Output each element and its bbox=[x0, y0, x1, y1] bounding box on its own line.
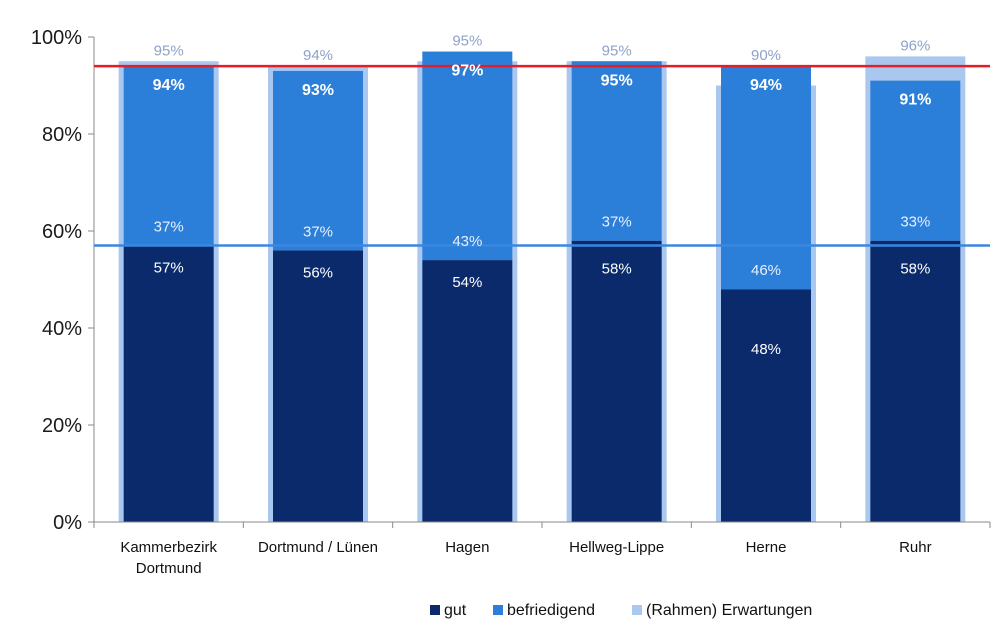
bar-gut bbox=[422, 260, 513, 522]
data-labels: 95% 94% 37% 57% 94% 93% 37% 56% 95% 97% 43% 54% 95% 9… bbox=[153, 33, 932, 359]
x-axis: Kammerbezirk Dortmund Dortmund / Lünen Hage… bbox=[93, 521, 991, 577]
bar-gut bbox=[123, 245, 214, 523]
bar-befriedigend bbox=[273, 70, 363, 251]
label-total: 91% bbox=[899, 92, 931, 109]
bar-befriedigend bbox=[123, 66, 214, 246]
label-erwartungen: 96% bbox=[900, 37, 930, 54]
bars bbox=[118, 51, 966, 523]
legend-label: gut bbox=[444, 602, 467, 619]
bar-befriedigend bbox=[571, 61, 662, 241]
bar-befriedigend bbox=[422, 51, 513, 261]
label-gut: 48% bbox=[751, 341, 781, 358]
label-total: 94% bbox=[153, 77, 185, 94]
x-category-label: Hellweg-Lippe bbox=[569, 539, 664, 556]
label-gut: 56% bbox=[303, 264, 333, 281]
label-befriedigend: 46% bbox=[751, 262, 781, 279]
label-befriedigend: 37% bbox=[602, 214, 632, 231]
bar-befriedigend bbox=[870, 80, 961, 241]
legend-swatch bbox=[430, 605, 440, 615]
x-category-label: Dortmund bbox=[136, 560, 202, 577]
legend-swatch bbox=[493, 605, 503, 615]
y-tick-label: 100% bbox=[31, 27, 82, 49]
bar-gut bbox=[273, 250, 363, 522]
label-gut: 57% bbox=[154, 260, 184, 277]
label-erwartungen: 90% bbox=[751, 47, 781, 64]
x-category-label: Dortmund / Lünen bbox=[258, 539, 378, 556]
label-erwartungen: 95% bbox=[154, 42, 184, 59]
label-total: 93% bbox=[302, 82, 334, 99]
label-erwartungen: 94% bbox=[303, 47, 333, 64]
legend-label: (Rahmen) Erwartungen bbox=[646, 602, 812, 619]
label-gut: 58% bbox=[602, 261, 632, 278]
label-erwartungen: 95% bbox=[602, 42, 632, 59]
label-erwartungen: 95% bbox=[452, 33, 482, 50]
y-axis: 0% 20% 40% 60% 80% 100% bbox=[31, 27, 95, 534]
label-befriedigend: 33% bbox=[900, 214, 930, 231]
x-category-label: Herne bbox=[746, 539, 787, 556]
label-gut: 58% bbox=[900, 261, 930, 278]
label-total: 97% bbox=[451, 63, 483, 80]
y-tick-label: 20% bbox=[42, 415, 82, 437]
legend: gut befriedigend (Rahmen) Erwartungen bbox=[430, 602, 812, 619]
label-total: 95% bbox=[601, 72, 633, 89]
legend-label: befriedigend bbox=[507, 602, 595, 619]
bar-gut bbox=[721, 289, 811, 522]
y-tick-label: 80% bbox=[42, 124, 82, 146]
bar-gut bbox=[870, 240, 961, 522]
x-category-label: Kammerbezirk bbox=[120, 539, 217, 556]
legend-swatch bbox=[632, 605, 642, 615]
label-befriedigend: 37% bbox=[154, 219, 184, 236]
bar-gut bbox=[571, 240, 662, 522]
x-category-label: Ruhr bbox=[899, 539, 932, 556]
y-tick-label: 0% bbox=[53, 512, 82, 534]
x-category-label: Hagen bbox=[445, 539, 489, 556]
reference-lines bbox=[94, 64, 990, 247]
label-total: 94% bbox=[750, 77, 782, 94]
y-tick-label: 40% bbox=[42, 318, 82, 340]
label-befriedigend: 37% bbox=[303, 223, 333, 240]
label-befriedigend: 43% bbox=[452, 233, 482, 250]
label-gut: 54% bbox=[452, 274, 482, 291]
bar-befriedigend bbox=[721, 66, 811, 290]
y-tick-label: 60% bbox=[42, 221, 82, 243]
